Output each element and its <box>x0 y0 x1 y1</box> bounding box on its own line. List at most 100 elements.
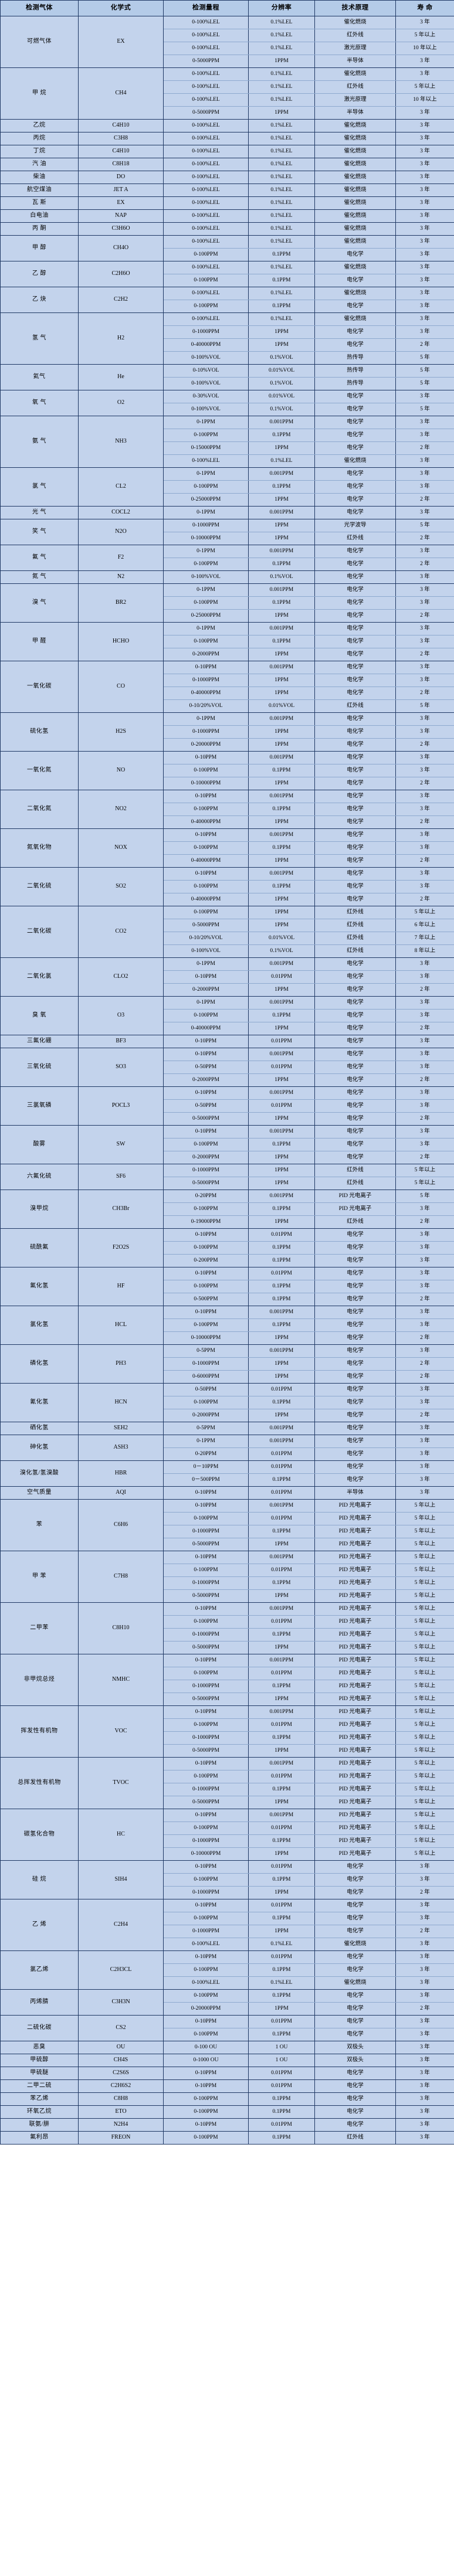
lifetime-cell: 5 年以上 <box>395 1847 454 1861</box>
range-cell: 0-10PPM <box>163 1705 249 1719</box>
table-header-row: 检测气体 化学式 检测量程 分辨率 技术原理 寿 命 <box>0 0 454 16</box>
table-row: 0-100PPM 0.1PPM 电化学 3 年 <box>1 2028 454 2041</box>
resolution-cell: 1PPM <box>248 1164 315 1177</box>
chemical-formula-cell: CS2 <box>78 2015 164 2041</box>
resolution-cell: 0.001PPM <box>248 545 315 558</box>
gas-name-cell: 乙 醇 <box>0 261 79 287</box>
chemical-formula-cell: F2O2S <box>78 1228 164 1267</box>
range-cell: 0-100%LEL <box>163 16 249 29</box>
table-row: 0-5000PPM 1PPM 半导体 3 年 <box>1 106 454 120</box>
range-cell: 0-100PPM <box>163 1989 249 2003</box>
lifetime-cell: 3 年 <box>395 1860 454 1874</box>
table-row: 0-25000PPM 1PPM 电化学 2 年 <box>1 493 454 507</box>
resolution-cell: 1PPM <box>248 532 315 545</box>
principle-cell: 电化学 <box>314 674 396 687</box>
lifetime-cell: 2 年 <box>395 738 454 752</box>
lifetime-cell: 3 年 <box>395 996 454 1010</box>
principle-cell: 电化学 <box>314 1860 396 1874</box>
table-row: 挥发性有机物 VOC 0-10PPM 0.001PPM PID 光电离子 5 年以上 <box>0 1705 454 1758</box>
lifetime-cell: 3 年 <box>395 2067 454 2080</box>
lifetime-cell: 3 年 <box>395 674 454 687</box>
range-cell: 0-100PPM <box>163 764 249 777</box>
resolution-cell: 0.1%VOL <box>248 403 315 416</box>
resolution-cell: 1PPM <box>248 725 315 739</box>
table-row: 0-1000PPM 0.1PPM PID 光电离子 5 年以上 <box>1 1525 454 1538</box>
table-row: 0-15000PPM 1PPM 电化学 2 年 <box>1 441 454 455</box>
lifetime-cell: 5 年以上 <box>395 1667 454 1680</box>
principle-cell: 电化学 <box>314 1396 396 1409</box>
principle-cell: 红外线 <box>314 29 396 42</box>
chemical-formula-cell: SIH4 <box>78 1860 164 1899</box>
principle-cell: PID 光电离子 <box>314 1847 396 1861</box>
table-row: 0-100%LEL 0.1%LEL 激光原理 10 年以上 <box>1 42 454 55</box>
range-cell: 0-100%LEL <box>163 29 249 42</box>
principle-cell: 红外线 <box>314 532 396 545</box>
chemical-formula-cell: NOX <box>78 828 164 868</box>
gas-name-cell: 氨 气 <box>0 416 79 468</box>
resolution-cell: 0.001PPM <box>248 996 315 1010</box>
principle-cell: 电化学 <box>314 867 396 881</box>
lifetime-cell: 3 年 <box>395 467 454 481</box>
gas-name-cell: 甲 醛 <box>0 622 79 661</box>
lifetime-cell: 3 年 <box>395 261 454 274</box>
resolution-cell: 1 OU <box>248 2054 315 2067</box>
chemical-formula-cell: DO <box>78 171 164 184</box>
gas-name-cell: 挥发性有机物 <box>0 1705 79 1758</box>
range-cell: 0-100%LEL <box>163 287 249 300</box>
table-row: 0-1000PPM 1PPM 电化学 2 年 <box>1 1357 454 1371</box>
range-cell: 0-40000PPM <box>163 893 249 906</box>
resolution-cell: 0.001PPM <box>248 867 315 881</box>
gas-name-cell: 瓦 斯 <box>0 196 79 210</box>
resolution-cell: 1PPM <box>248 854 315 868</box>
gas-name-cell: 六氟化硫 <box>0 1164 79 1190</box>
resolution-cell: 0.1PPM <box>248 1241 315 1255</box>
table-row: 0-10000PPM 1PPM 红外线 2 年 <box>1 532 454 545</box>
chemical-formula-cell: C2H2 <box>78 287 164 313</box>
table-row: 0-1000PPM 1PPM 电化学 3 年 <box>1 674 454 687</box>
lifetime-cell: 3 年 <box>395 196 454 210</box>
table-row: 丙烯腈 C3H3N 0-100PPM 0.1PPM 电化学 3 年 <box>0 1989 454 2016</box>
table-row: 0-100PPM 0.01PPM PID 光电离子 5 年以上 <box>1 1615 454 1629</box>
table-row: 0-50PPM 0.01PPM 电化学 3 年 <box>1 1099 454 1113</box>
principle-cell: 电化学 <box>314 1009 396 1022</box>
principle-cell: 半导体 <box>314 1486 396 1500</box>
resolution-cell: 1PPM <box>248 325 315 339</box>
principle-cell: 半导体 <box>314 55 396 68</box>
resolution-cell: 0.001PPM <box>248 622 315 635</box>
lifetime-cell: 2 年 <box>395 983 454 997</box>
gas-name-cell: 氟化氢 <box>0 1267 79 1306</box>
table-row: 氯 气 CL2 0-1PPM 0.001PPM 电化学 3 年 <box>0 467 454 507</box>
chemical-formula-cell: SW <box>78 1125 164 1164</box>
lifetime-cell: 5 年以上 <box>395 1589 454 1603</box>
principle-cell: 催化燃烧 <box>314 222 396 236</box>
principle-cell: 电化学 <box>314 622 396 635</box>
resolution-cell: 1PPM <box>248 1215 315 1229</box>
lifetime-cell: 3 年 <box>395 790 454 803</box>
principle-cell: 红外线 <box>314 1164 396 1177</box>
range-cell: 0-100%LEL <box>163 93 249 107</box>
gas-name-cell: 丙烷 <box>0 132 79 145</box>
lifetime-cell: 3 年 <box>395 1899 454 1912</box>
range-cell: 0-100%VOL <box>163 570 249 584</box>
table-row: 0-100PPM 0.1PPM 电化学 3 年 <box>1 880 454 893</box>
range-cell: 0-100%LEL <box>163 1938 249 1951</box>
lifetime-cell: 2 年 <box>395 558 454 571</box>
lifetime-cell: 3 年 <box>395 1383 454 1396</box>
resolution-cell: 0.1%LEL <box>248 454 315 468</box>
resolution-cell: 0.1PPM <box>248 880 315 893</box>
principle-cell: 电化学 <box>314 1138 396 1151</box>
table-row: 0-1000PPM 1PPM 电化学 2 年 <box>1 1886 454 1899</box>
range-cell: 0-10PPM <box>163 1602 249 1616</box>
table-row: 乙 醇 C2H6O 0-100%LEL 0.1%LEL 催化燃烧 3 年 <box>0 261 454 287</box>
table-row: 0-10000PPM 1PPM 电化学 2 年 <box>1 777 454 790</box>
gas-name-cell: 硅 烷 <box>0 1860 79 1899</box>
gas-name-cell: 硫酰氟 <box>0 1228 79 1267</box>
table-row: 0-100PPM 0.1PPM 电化学 3 年 <box>1 1241 454 1255</box>
range-cell: 0-5000PPM <box>163 106 249 120</box>
range-cell: 0-1000PPM <box>163 1576 249 1590</box>
range-cell: 0-1PPM <box>163 545 249 558</box>
principle-cell: 电化学 <box>314 545 396 558</box>
resolution-cell: 0.01PPM <box>248 1035 315 1048</box>
table-row: 二氧化硫 SO2 0-10PPM 0.001PPM 电化学 3 年 <box>0 867 454 906</box>
resolution-cell: 0.1%LEL <box>248 145 315 158</box>
